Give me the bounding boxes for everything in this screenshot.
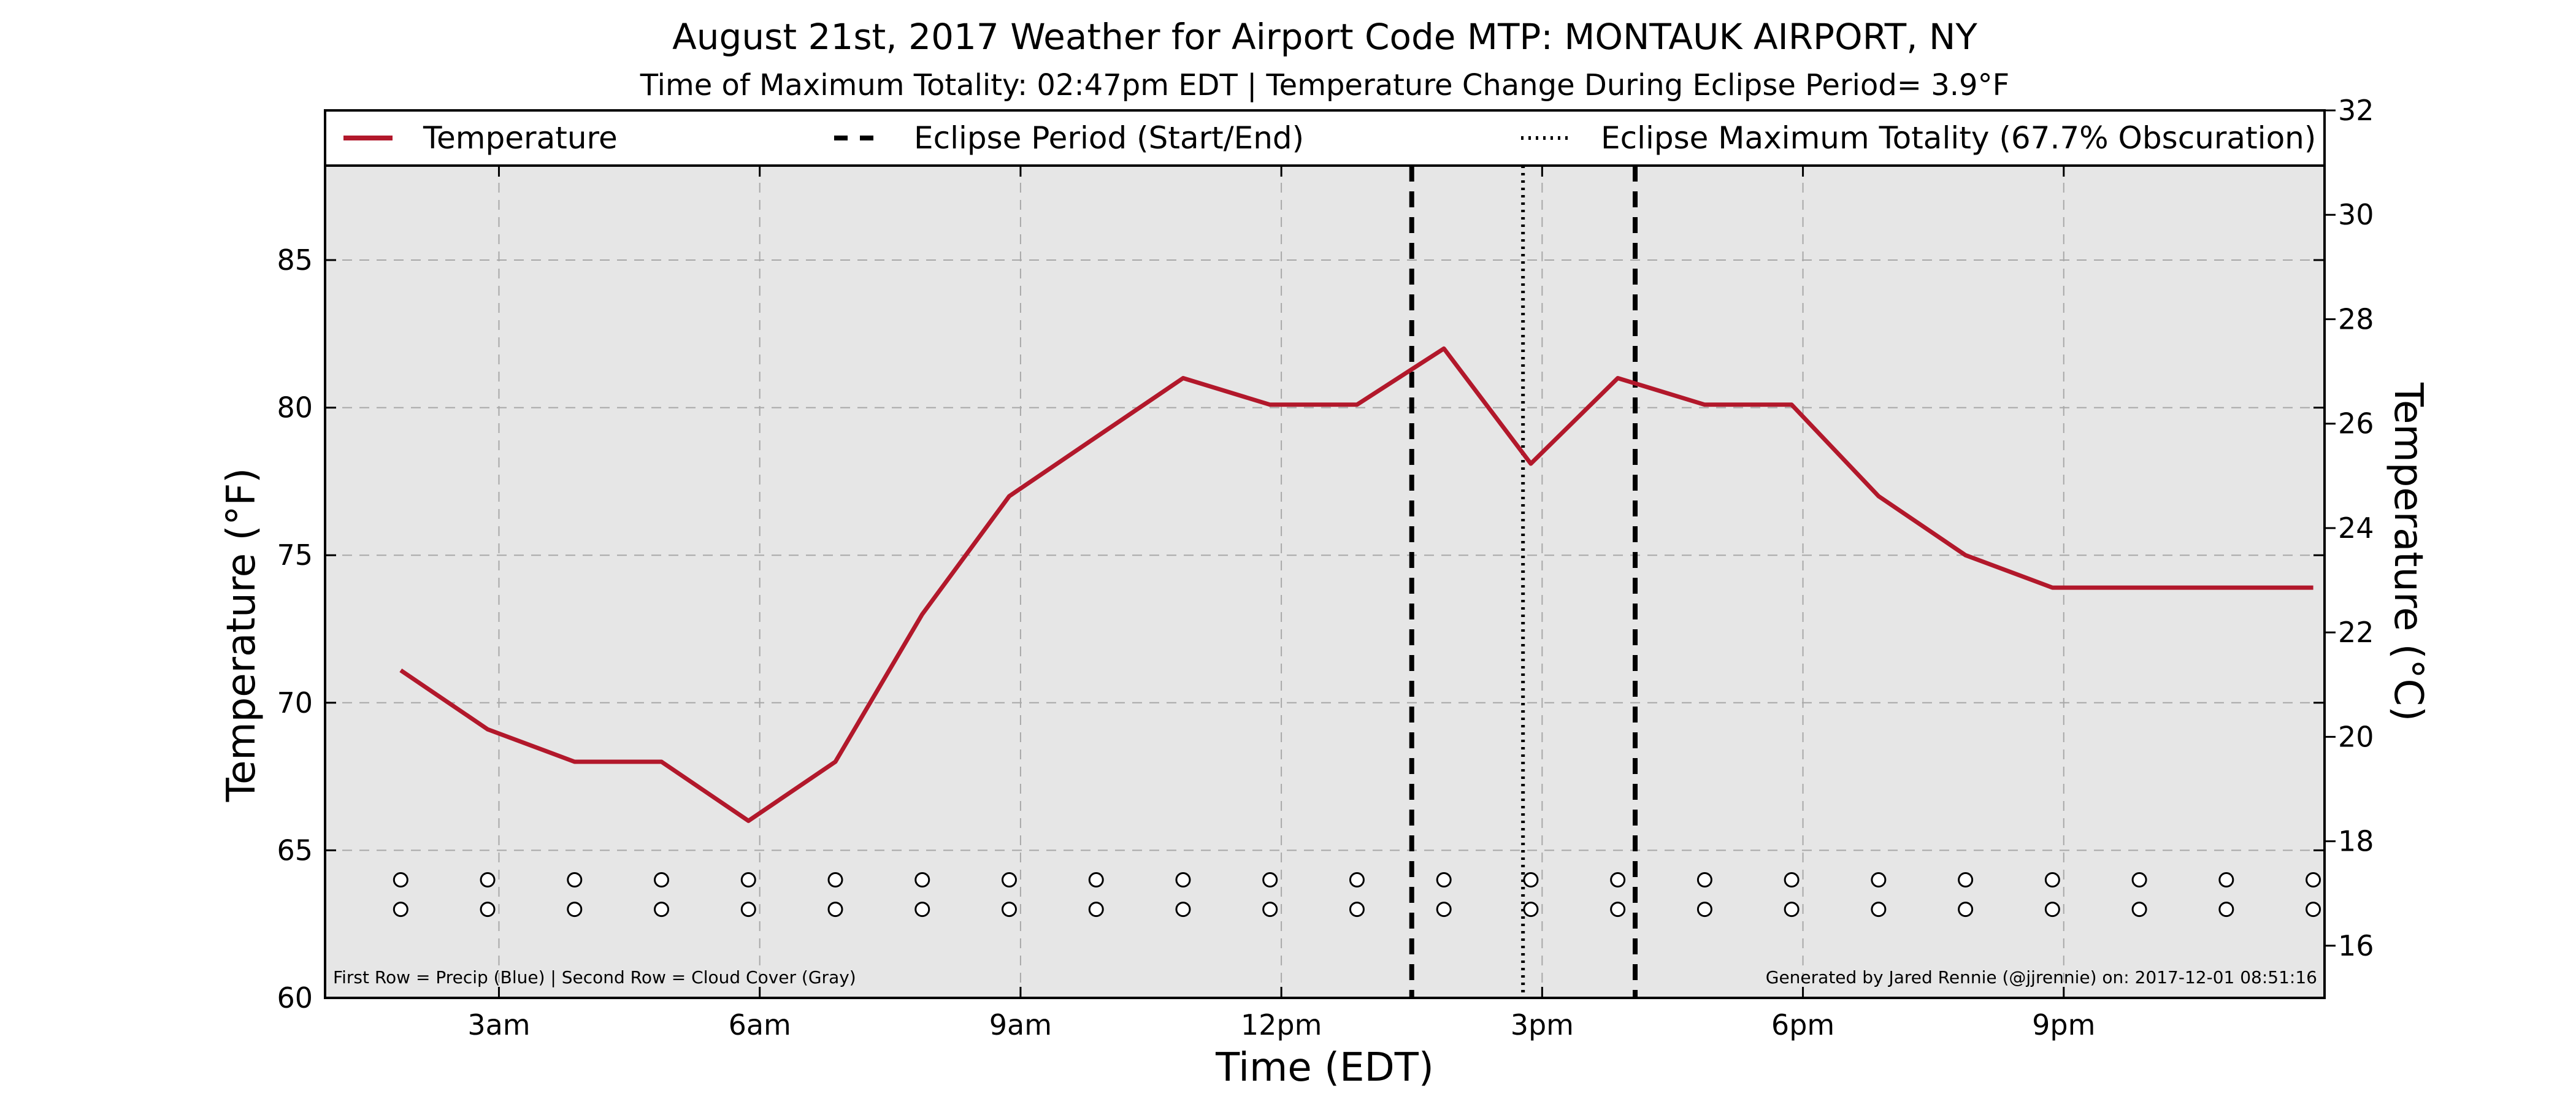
cloud-cover-marker — [393, 902, 408, 918]
legend-frame — [324, 109, 2326, 167]
y-axis-label-left: Temperature (°F) — [219, 468, 264, 803]
x-axis-label: Time (EDT) — [1215, 1045, 1434, 1091]
series-layer — [399, 346, 2313, 823]
x-axis-ticks: 3am 6am 9am 12pm 3pm 6pm 9pm — [467, 166, 2095, 1041]
legend: Temperature Eclipse Period (Start/End) Ecl… — [324, 109, 2326, 167]
precip-marker — [1175, 872, 1191, 888]
precip-marker — [654, 872, 670, 888]
precip-marker — [2306, 872, 2321, 888]
y-tick-label: 70 — [277, 686, 313, 719]
precip-marker — [827, 872, 843, 888]
x-tick-label: 3am — [467, 1008, 530, 1041]
precip-marker — [1871, 872, 1887, 888]
grid-lines — [325, 166, 2325, 999]
cloud-cover-marker — [654, 902, 670, 918]
y-right-tick-label: 32 — [2338, 94, 2374, 127]
y-tick-label: 85 — [277, 243, 313, 277]
cloud-cover-marker — [2306, 902, 2321, 918]
precip-marker — [2131, 872, 2147, 888]
y-right-tick-label: 22 — [2338, 616, 2374, 649]
cloud-cover-marker — [1696, 902, 1712, 918]
footnote-left: First Row = Precip (Blue) | Second Row =… — [333, 967, 856, 987]
precip-marker — [567, 872, 583, 888]
precip-marker — [1958, 872, 1974, 888]
precip-marker — [1262, 872, 1278, 888]
precip-marker — [1610, 872, 1626, 888]
y-tick-label: 80 — [277, 391, 313, 424]
y-axis-left-ticks: 60 65 70 75 80 85 — [277, 243, 2325, 1014]
precip-marker — [1784, 872, 1800, 888]
y-right-tick-label: 30 — [2338, 198, 2374, 231]
cloud-cover-marker — [1958, 902, 1974, 918]
y-axis-label-right: Temperature (°C) — [2385, 382, 2431, 721]
precip-marker — [1001, 872, 1017, 888]
x-tick-label: 6pm — [1771, 1008, 1834, 1041]
eclipse-lines — [1409, 166, 1638, 998]
y-tick-label: 60 — [277, 981, 313, 1014]
cloud-cover-marker — [1610, 902, 1626, 918]
cloud-cover-marker — [480, 902, 496, 918]
temperature-line — [399, 346, 2313, 823]
cloud-cover-marker — [567, 902, 583, 918]
y-right-tick-label: 16 — [2338, 929, 2374, 962]
chart-subtitle: Time of Maximum Totality: 02:47pm EDT | … — [640, 68, 2009, 102]
cloud-cover-marker — [1001, 902, 1017, 918]
precip-marker — [1436, 872, 1452, 888]
cloud-cover-marker — [1523, 902, 1539, 918]
cloud-cover-marker — [740, 902, 756, 918]
cloud-cover-marker — [1349, 902, 1365, 918]
y-right-tick-label: 20 — [2338, 720, 2374, 753]
chart-title: August 21st, 2017 Weather for Airport Co… — [672, 16, 1977, 58]
plot-area — [325, 166, 2325, 998]
precip-marker — [2218, 872, 2234, 888]
precip-marker — [1696, 872, 1712, 888]
y-right-tick-label: 28 — [2338, 302, 2374, 335]
precip-marker — [2044, 872, 2060, 888]
y-right-tick-label: 24 — [2338, 512, 2374, 545]
cloud-cover-marker — [2044, 902, 2060, 918]
legend-label-1: Eclipse Period (Start/End) — [914, 120, 1304, 156]
y-right-tick-label: 26 — [2338, 407, 2374, 440]
cloud-cover-marker — [1088, 902, 1104, 918]
x-tick-label: 9am — [989, 1008, 1052, 1041]
x-tick-label: 3pm — [1511, 1008, 1574, 1041]
x-tick-label: 12pm — [1241, 1008, 1322, 1041]
y-tick-label: 75 — [277, 539, 313, 572]
footnote-right: Generated by Jared Rennie (@jjrennie) on… — [1766, 967, 2317, 987]
legend-label-0: Temperature — [423, 120, 618, 156]
precip-marker — [914, 872, 930, 888]
y-tick-label: 65 — [277, 834, 313, 867]
marker-rows — [393, 872, 2321, 918]
cloud-cover-marker — [1784, 902, 1800, 918]
precip-marker — [393, 872, 408, 888]
cloud-cover-marker — [2218, 902, 2234, 918]
x-tick-label: 6am — [729, 1008, 791, 1041]
precip-marker — [480, 872, 496, 888]
y-axis-right-ticks: 16 18 20 22 24 26 28 30 32 — [2325, 94, 2374, 962]
cloud-cover-marker — [2131, 902, 2147, 918]
precip-marker — [1088, 872, 1104, 888]
precip-marker — [1349, 872, 1365, 888]
cloud-cover-marker — [1175, 902, 1191, 918]
precip-marker — [740, 872, 756, 888]
legend-label-2: Eclipse Maximum Totality (67.7% Obscurat… — [1601, 120, 2316, 156]
cloud-cover-marker — [1436, 902, 1452, 918]
cloud-cover-marker — [1262, 902, 1278, 918]
x-tick-label: 9pm — [2032, 1008, 2095, 1041]
cloud-cover-marker — [827, 902, 843, 918]
precip-marker — [1523, 872, 1539, 888]
cloud-cover-marker — [914, 902, 930, 918]
cloud-cover-marker — [1871, 902, 1887, 918]
y-right-tick-label: 18 — [2338, 825, 2374, 858]
